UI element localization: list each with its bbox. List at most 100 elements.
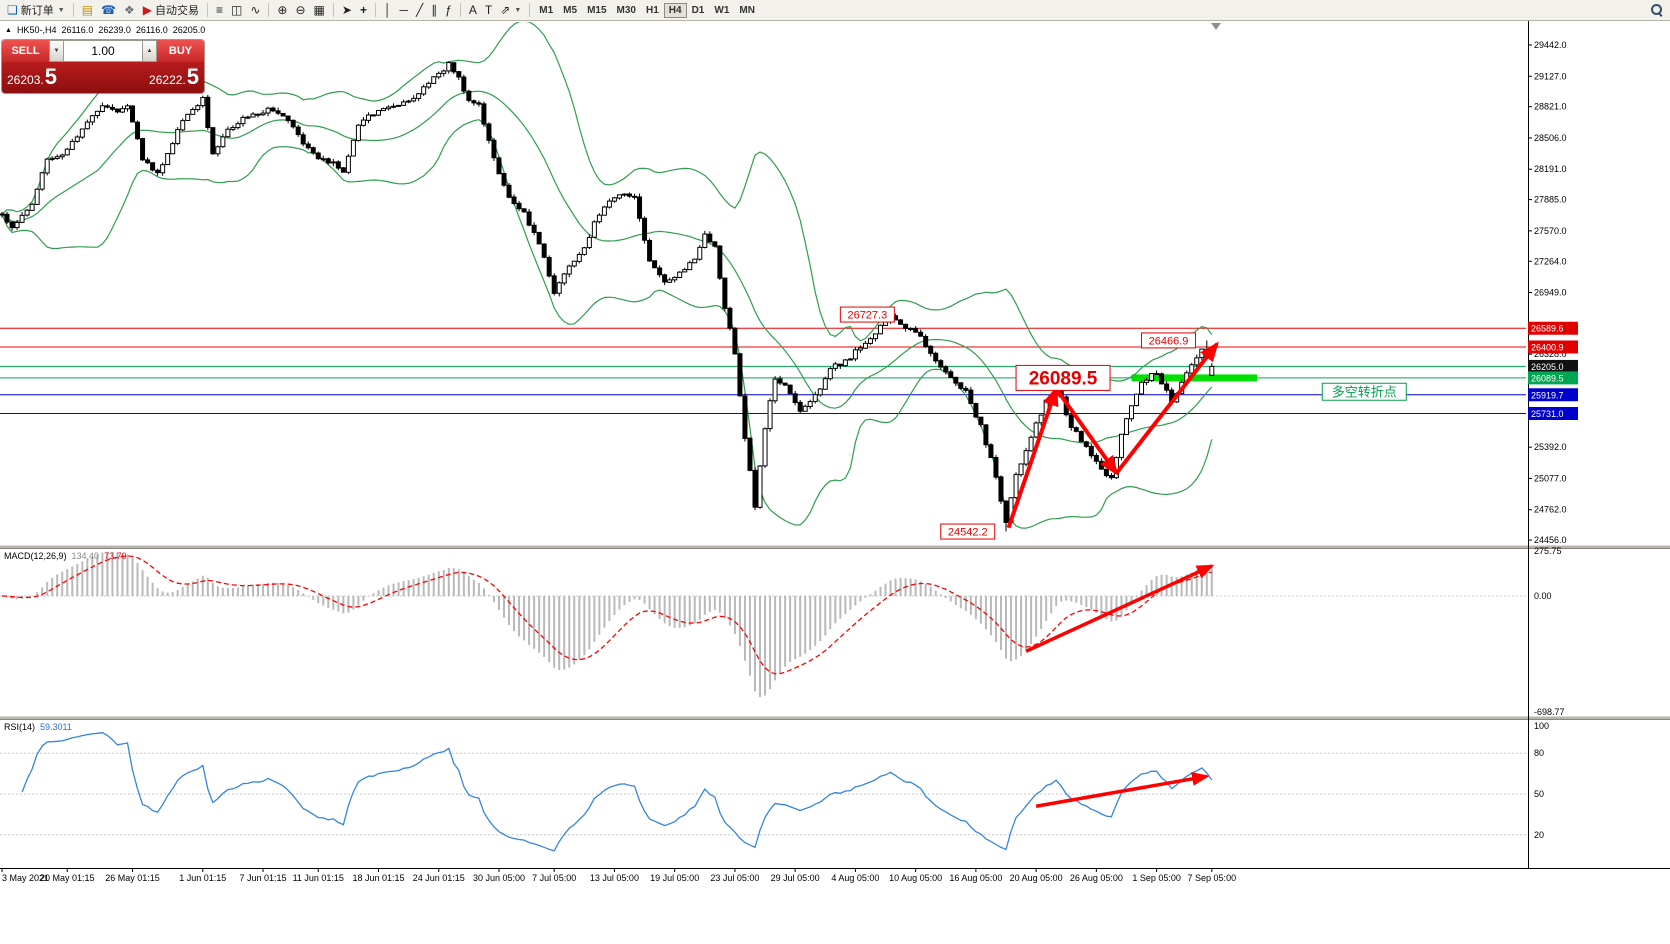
depth-of-market-icon: ▤ [81,3,94,17]
text-icon: A [468,3,477,17]
timeframe-h4[interactable]: H4 [663,2,687,18]
ohlc-open: 26116.0 [61,25,94,35]
new-order-label: 新订单 [20,5,54,17]
line-chart-button[interactable]: ∿ [246,1,264,19]
svg-text:30 Jun 05:00: 30 Jun 05:00 [473,873,525,883]
fibonacci-icon: ƒ [445,3,452,17]
arrows-tool-button[interactable]: ⇗ ▼ [496,1,525,19]
price-annotation[interactable]: 26089.5 [1015,364,1111,391]
algo-trading-label: 自动交易 [155,5,199,17]
svg-text:27570.0: 27570.0 [1534,226,1567,236]
bollinger-layer [1,22,1213,529]
annotation-layer: 26727.3 26466.9 26089.5 24542.2 多空转折点 [839,306,1407,808]
chart-shift-marker [1211,23,1221,30]
svg-text:10 Aug 05:00: 10 Aug 05:00 [889,873,942,883]
crosshair-icon: + [359,3,367,17]
volume-increase-button[interactable]: ▲ [142,40,157,62]
buy-button[interactable]: BUY [157,40,204,62]
bar-chart-button[interactable]: ≡ [212,1,227,19]
sell-price[interactable]: 26203.5 [7,66,57,90]
candlestick-chart-button[interactable]: ◫ [227,1,246,19]
svg-text:26 Aug 05:00: 26 Aug 05:00 [1070,873,1123,883]
svg-text:26727.3: 26727.3 [847,310,887,322]
price-annotation[interactable]: 多空转折点 [1321,382,1407,401]
phone-dealing-button[interactable]: ☎ [97,1,120,19]
fibonacci-button[interactable]: ƒ [441,1,456,19]
macd-value-signal: 73.79 [104,551,127,561]
arrow-tool-icon: ⇗ [500,3,511,17]
svg-text:25919.7: 25919.7 [1531,390,1564,400]
svg-text:25392.0: 25392.0 [1534,442,1567,452]
vertical-line-button[interactable]: │ [380,1,396,19]
svg-text:24762.0: 24762.0 [1534,505,1567,515]
ohlc-close: 26205.0 [172,25,206,35]
svg-text:27264.0: 27264.0 [1534,256,1567,266]
play-icon: ▶ [142,3,152,17]
macd-label: MACD(12,26,9) [4,551,67,561]
price-annotation[interactable]: 26727.3 [839,306,895,323]
channel-button[interactable]: ∥ [427,1,441,19]
svg-text:26089.5: 26089.5 [1531,373,1564,383]
timeframe-d1[interactable]: D1 [691,4,705,16]
navigator-icon: ❖ [124,3,135,17]
timeframe-w1[interactable]: W1 [714,4,730,16]
label-tool-button[interactable]: T [481,1,496,19]
trend-arrow [1006,385,1059,529]
algo-trading-button[interactable]: ▶ 自动交易 [139,1,203,19]
timeframe-h1[interactable]: H1 [645,4,659,16]
timeframe-m1[interactable]: M1 [539,4,554,16]
price-annotation[interactable]: 24542.2 [940,523,996,540]
new-order-button[interactable]: ❏ 新订单 ▼ [3,1,69,19]
svg-text:多空转折点: 多空转折点 [1332,384,1397,399]
zoom-in-button[interactable]: ⊕ [273,1,291,19]
toolbar-separator [374,3,376,17]
text-tool-button[interactable]: A [465,1,481,19]
macd-value-main: 134.40 [71,551,100,561]
toolbar-separator [459,3,461,17]
rsi-label: RSI(14) [4,722,36,732]
timeframe-m5[interactable]: M5 [563,4,578,16]
toolbar-separator [72,3,74,17]
symbol-ohlc-bar: ▲ HK50-,H4 26116.0 26239.0 26116.0 26205… [5,25,205,35]
price-annotation[interactable]: 26466.9 [1141,332,1197,349]
svg-text:24456.0: 24456.0 [1534,535,1567,545]
trendline-button[interactable]: ╱ [412,1,427,19]
chevron-down-icon: ▼ [57,6,65,14]
rsi-trend-arrow [1035,771,1210,808]
channel-icon: ∥ [431,3,438,17]
tile-windows-button[interactable]: ▦ [310,1,329,19]
horizontal-line-button[interactable]: ─ [395,1,412,19]
one-click-trading-widget: SELL ▼ ▲ BUY 26203.5 26222.5 [2,40,204,93]
rsi-value: 59.3011 [40,722,72,732]
one-click-collapse-icon[interactable]: ▲ [5,26,12,34]
svg-text:24 Jun 01:15: 24 Jun 01:15 [413,873,465,883]
svg-text:29442.0: 29442.0 [1534,40,1567,50]
svg-text:100: 100 [1534,721,1549,731]
main-toolbar: ❏ 新订单 ▼ ▤ ☎ ❖ ▶ 自动交易 ≡ ◫ ∿ ⊕ ⊖ ▦ ➤ + │ ─… [0,0,1670,21]
sell-button[interactable]: SELL [2,40,49,62]
svg-text:24542.2: 24542.2 [948,527,988,539]
zoom-out-button[interactable]: ⊖ [291,1,309,19]
svg-text:13 Jul 05:00: 13 Jul 05:00 [590,873,639,883]
zoom-out-icon: ⊖ [295,3,306,17]
search-symbol-button[interactable] [1647,1,1667,19]
depth-of-market-button[interactable]: ▤ [78,1,97,19]
timeframe-mn[interactable]: MN [739,4,755,16]
crosshair-button[interactable]: + [356,1,371,19]
bar-chart-icon: ≡ [216,3,224,17]
svg-text:0.00: 0.00 [1534,591,1552,601]
volume-input[interactable] [64,40,142,62]
buy-price[interactable]: 26222.5 [149,66,199,90]
svg-text:18 Jun 01:15: 18 Jun 01:15 [352,873,404,883]
timeframe-m30[interactable]: M30 [616,4,636,16]
navigator-button[interactable]: ❖ [120,1,139,19]
timeframe-m15[interactable]: M15 [587,4,607,16]
sell-price-pip: 5 [44,64,57,89]
cursor-button[interactable]: ➤ [338,1,356,19]
volume-decrease-button[interactable]: ▼ [49,40,64,62]
highlight-layer [1131,374,1257,382]
svg-text:50: 50 [1534,789,1544,799]
candlestick-chart-icon: ◫ [231,3,243,17]
